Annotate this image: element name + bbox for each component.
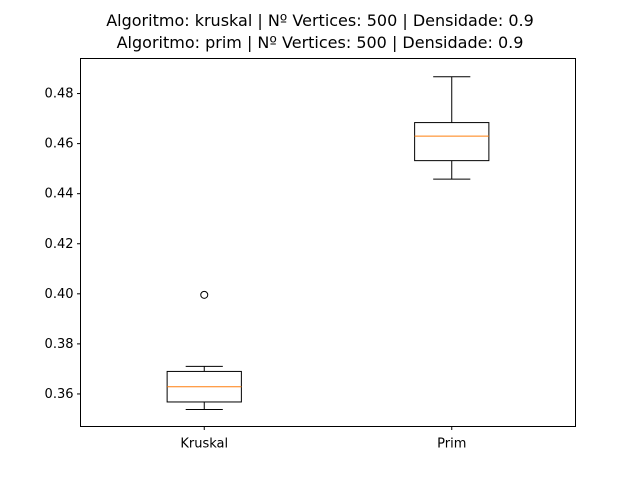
box-prim bbox=[414, 122, 490, 162]
chart-title-line-1: Algoritmo: kruskal | Nº Vertices: 500 | … bbox=[106, 11, 534, 30]
x-tick-label: Kruskal bbox=[180, 437, 228, 452]
outlier-point-kruskal bbox=[200, 290, 209, 299]
y-tick-label: 0.36 bbox=[45, 387, 74, 402]
y-tick-label: 0.48 bbox=[45, 87, 74, 102]
y-tick-label: 0.46 bbox=[45, 137, 74, 152]
plot-frame bbox=[80, 58, 576, 427]
y-tick-label: 0.40 bbox=[45, 287, 74, 302]
y-tick-label: 0.42 bbox=[45, 237, 74, 252]
x-tick-label: Prim bbox=[437, 437, 466, 452]
chart-title-line-2: Algoritmo: prim | Nº Vertices: 500 | Den… bbox=[116, 33, 524, 52]
y-tick-label: 0.38 bbox=[45, 337, 74, 352]
y-tick-label: 0.44 bbox=[45, 187, 74, 202]
